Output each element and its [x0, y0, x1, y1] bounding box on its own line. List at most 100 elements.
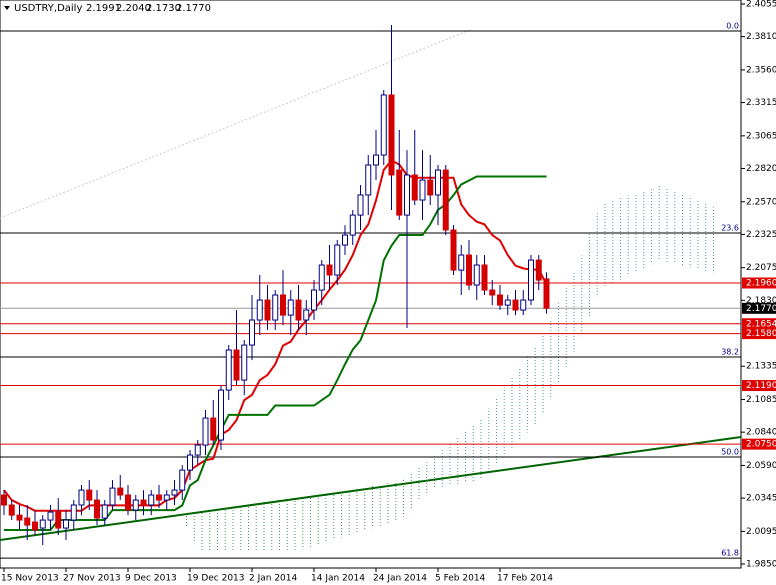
cloud [430, 185, 720, 490]
candle-body [256, 299, 263, 321]
x-tick-label: 2 Jan 2014 [249, 574, 297, 584]
candle-body [39, 519, 46, 529]
y-tick-label: 2.3810 [746, 32, 776, 42]
candle-body [109, 487, 116, 506]
candle-body [202, 417, 209, 446]
y-tick-label: 2.2820 [746, 164, 776, 174]
candle-body [411, 174, 418, 201]
level-label: 2.0750 [746, 440, 776, 450]
candle-body [504, 299, 511, 306]
y-tick-label: 2.2075 [746, 263, 776, 273]
level-label: 2.1190 [746, 381, 776, 391]
fibo-label: 61.8 [721, 549, 739, 558]
quote-close: 2.1770 [176, 3, 211, 14]
candle-body [489, 289, 496, 296]
candle-body [342, 234, 348, 246]
candle-body [24, 517, 31, 526]
x-tick-label: 24 Jan 2014 [373, 574, 427, 584]
candle-body [520, 299, 527, 311]
candle-body [264, 299, 271, 321]
candle-body [396, 169, 403, 216]
candle-body [194, 444, 201, 456]
candle-body [70, 504, 77, 521]
candle-body [287, 299, 294, 316]
level-label-box [742, 380, 776, 392]
x-tick-label: 5 Feb 2014 [435, 574, 486, 584]
candle-body [16, 514, 23, 521]
candle-body [365, 164, 372, 196]
candle-body [156, 494, 162, 501]
candle-body [32, 521, 38, 531]
y-tick-label: 2.0345 [746, 494, 776, 504]
candle-body [125, 494, 131, 511]
y-tick-label: 2.0095 [746, 527, 776, 537]
level-label-box [742, 318, 776, 330]
y-tick-label: 2.3315 [746, 98, 776, 108]
x-tick-label: 27 Nov 2013 [63, 574, 121, 584]
candle-body [86, 489, 93, 501]
y-tick-label: 2.1085 [746, 395, 776, 405]
candle-body [543, 278, 550, 309]
candle-body [55, 511, 62, 529]
candle-body [241, 344, 248, 381]
candle-body [357, 194, 364, 216]
candle-body [318, 264, 325, 291]
x-tick-label: 14 Jan 2014 [311, 574, 365, 584]
candle-body [419, 179, 426, 201]
candle-body [163, 494, 170, 501]
candle-body [311, 289, 317, 311]
fibo-label: 23.6 [721, 224, 739, 233]
level-label-box [742, 302, 776, 314]
x-tick-label: 17 Feb 2014 [497, 574, 553, 584]
candle-body [349, 214, 356, 236]
level-label-box [742, 328, 776, 340]
candle-body [497, 294, 503, 306]
candle-body [94, 499, 100, 519]
candle-body [47, 511, 54, 521]
level-label: 2.1960 [746, 279, 776, 289]
candle-body [117, 487, 124, 496]
candle-body [535, 259, 542, 281]
y-tick-label: 2.1335 [746, 362, 776, 372]
candle-body [210, 417, 217, 441]
fibo-label: 38.2 [721, 348, 739, 357]
candle-body [132, 499, 139, 511]
y-tick-label: 2.3560 [746, 65, 776, 75]
candle-body [171, 489, 178, 496]
candle-body [272, 294, 279, 321]
candle-body [101, 504, 108, 519]
candle-body [380, 94, 387, 156]
menu-arrow[interactable] [4, 6, 10, 10]
candle-body [295, 299, 302, 321]
cloud-lower [180, 460, 430, 552]
level-label-box [742, 438, 776, 450]
indicator-line [4, 175, 547, 532]
fibo-label: 50.0 [721, 448, 739, 457]
candle-body [179, 469, 186, 491]
candle-body [8, 504, 15, 516]
candle-body [404, 174, 410, 216]
y-tick-label: 2.2570 [746, 197, 776, 207]
quote-high: 2.2040 [116, 3, 151, 14]
candle-body [427, 179, 434, 196]
candle-body [225, 349, 232, 391]
y-tick-label: 2.0840 [746, 428, 776, 438]
y-tick-label: 2.4055 [746, 0, 776, 10]
candle-body [473, 264, 480, 286]
level-label: 2.1580 [746, 329, 776, 339]
quote-low: 2.1730 [146, 3, 181, 14]
candle-body [78, 489, 85, 506]
candle-body [442, 169, 449, 231]
candle-body [450, 229, 457, 271]
candle-body [148, 494, 155, 506]
candle-body [373, 154, 379, 166]
candle-body [528, 259, 534, 301]
candle-body [466, 254, 472, 286]
chart-title: USDTRY,Daily [14, 3, 82, 14]
candle-body [233, 349, 240, 381]
x-tick-label: 19 Dec 2013 [187, 574, 245, 584]
candle-body [481, 264, 488, 291]
candle-body [512, 299, 519, 311]
y-tick-label: 2.3065 [746, 131, 776, 141]
